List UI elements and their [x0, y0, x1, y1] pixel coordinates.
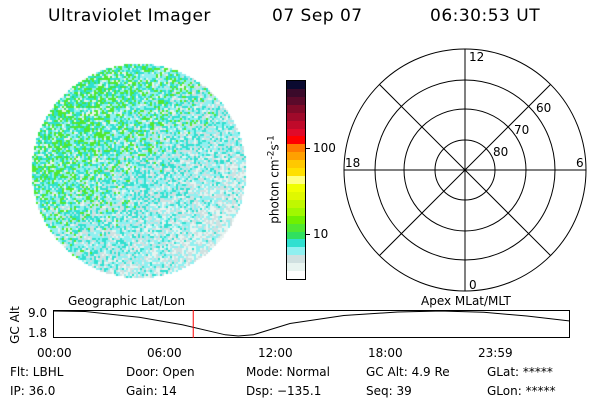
x-tick-0000: 00:00	[37, 346, 72, 360]
uv-image-disk	[28, 60, 248, 280]
colorbar-segment	[287, 160, 305, 169]
gain-status: Gain: 14	[126, 384, 177, 398]
gc-alt-status: GC Alt: 4.9 Re	[366, 365, 450, 379]
y-tick-9: 9.0	[28, 306, 48, 320]
dsp-status: Dsp: −135.1	[246, 384, 322, 398]
colorbar-segment	[287, 112, 305, 121]
colorbar-segment	[287, 104, 305, 113]
colorbar-segment	[287, 128, 305, 137]
colorbar-segment	[287, 199, 305, 208]
colorbar-tick-10: 10	[313, 227, 329, 241]
lat-label-60: 60	[536, 101, 551, 115]
colorbar	[286, 80, 306, 280]
colorbar-segment	[287, 96, 305, 105]
mlt-label-12: 12	[469, 50, 484, 64]
diagonal-line	[379, 84, 551, 256]
colorbar-segment	[287, 176, 305, 184]
door-status: Door: Open	[126, 365, 195, 379]
x-tick-0600: 06:00	[147, 346, 182, 360]
colorbar-segment	[287, 239, 305, 248]
altitude-curve	[53, 310, 570, 337]
colorbar-segment	[287, 271, 305, 280]
gc-alt-axis-label: GC Alt	[7, 306, 22, 344]
colorbar-segment	[287, 255, 305, 264]
colorbar-segment	[287, 144, 305, 153]
mode-status: Mode: Normal	[246, 365, 330, 379]
app-title: Ultraviolet Imager	[48, 6, 211, 26]
mlt-label-6: 6	[576, 156, 584, 170]
geographic-label: Geographic Lat/Lon	[68, 294, 186, 308]
colorbar-segment	[287, 191, 305, 200]
colorbar-segment	[287, 88, 305, 97]
glon-status: GLon: *****	[487, 384, 556, 398]
lat-label-80: 80	[493, 145, 508, 159]
colorbar-segment	[287, 120, 305, 129]
colorbar-label: photon cm-2s-1	[266, 135, 282, 224]
colorbar-segment	[287, 263, 305, 272]
date-label: 07 Sep 07	[272, 6, 363, 26]
time-label: 06:30:53 UT	[430, 6, 541, 26]
filter-status: Flt: LBHL	[10, 365, 64, 379]
x-tick-1200: 12:00	[258, 346, 293, 360]
colorbar-segment	[287, 81, 305, 89]
glat-status: GLat: *****	[487, 365, 553, 379]
colorbar-segment	[287, 152, 305, 161]
ip-status: IP: 36.0	[10, 384, 56, 398]
mlt-label-18: 18	[345, 156, 360, 170]
colorbar-segment	[287, 136, 305, 145]
colorbar-segment	[287, 223, 305, 232]
colorbar-segment	[287, 247, 305, 256]
colorbar-segment	[287, 231, 305, 240]
y-tick-1.8: 1.8	[28, 326, 48, 340]
colorbar-tick-100: 100	[313, 141, 336, 155]
colorbar-segment	[287, 207, 305, 216]
x-tick-1800: 18:00	[368, 346, 403, 360]
colorbar-segment	[287, 183, 305, 192]
orbit-altitude-plot	[53, 310, 570, 338]
polar-mlt-plot: 12 0 18 6 60 70 80	[343, 48, 587, 292]
colorbar-segment	[287, 168, 305, 177]
apex-label: Apex MLat/MLT	[421, 294, 511, 308]
x-tick-2359: 23:59	[478, 346, 513, 360]
colorbar-segment	[287, 215, 305, 224]
mlt-label-0: 0	[469, 278, 477, 292]
seq-status: Seq: 39	[366, 384, 412, 398]
lat-label-70: 70	[514, 123, 529, 137]
